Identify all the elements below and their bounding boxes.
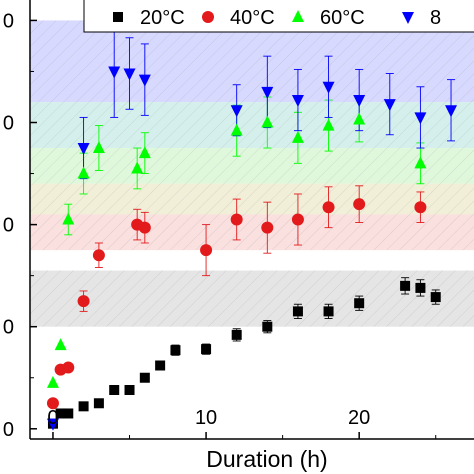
data-point	[63, 408, 74, 419]
band-hatch-5	[30, 270, 474, 327]
band-hatch-1	[30, 102, 474, 149]
data-point	[138, 221, 151, 234]
data-point	[124, 384, 135, 395]
data-point	[353, 198, 366, 211]
data-point	[46, 375, 59, 388]
band-hatch-2	[30, 148, 474, 184]
data-point	[415, 282, 426, 293]
data-point	[109, 384, 120, 395]
data-point	[291, 95, 304, 108]
data-point	[261, 221, 274, 234]
data-point	[262, 321, 273, 332]
data-point	[292, 306, 303, 317]
y-tick-label: 0	[3, 10, 14, 32]
band-hatch-0	[30, 20, 474, 103]
data-point	[261, 86, 274, 99]
data-point	[261, 115, 274, 128]
legend-marker-1	[202, 11, 214, 23]
data-point	[92, 249, 105, 262]
data-point	[353, 95, 366, 108]
data-point	[138, 74, 151, 87]
data-point	[78, 401, 89, 412]
data-point	[414, 201, 427, 214]
data-point	[123, 68, 136, 81]
data-point	[231, 329, 242, 340]
data-point	[322, 118, 335, 131]
x-tick-label: 0	[47, 407, 58, 429]
legend-label-3: 8	[430, 7, 441, 29]
data-point	[323, 306, 334, 317]
band-hatch-4	[30, 214, 474, 251]
data-point	[77, 166, 90, 179]
data-point	[201, 344, 212, 355]
data-point	[131, 161, 144, 174]
y-tick-label: 0	[3, 113, 14, 135]
data-point	[383, 99, 396, 112]
data-point	[139, 372, 150, 383]
y-ticks: 0 0 0 0 0	[3, 10, 37, 441]
x-tick-label: 20	[348, 407, 370, 429]
data-point	[93, 398, 104, 409]
data-point	[354, 298, 365, 309]
shaded-bands	[30, 20, 474, 327]
y-tick-label: 0	[3, 215, 14, 237]
y-tick-label: 0	[3, 419, 14, 441]
y-tick-label: 0	[3, 317, 14, 339]
data-point	[77, 295, 90, 308]
legend-label-1: 40°C	[230, 7, 275, 29]
data-markers	[46, 66, 458, 431]
legend-label-0: 20°C	[140, 7, 185, 29]
data-point	[353, 112, 366, 125]
data-point	[430, 292, 441, 303]
data-point	[170, 345, 181, 356]
data-point	[400, 280, 411, 291]
data-point	[445, 105, 458, 118]
data-point	[138, 146, 151, 159]
data-point	[291, 130, 304, 143]
band-hatch-3	[30, 183, 474, 215]
x-ticks: 0 10 20	[47, 407, 437, 439]
legend-marker-3	[402, 12, 414, 24]
data-point	[92, 141, 105, 154]
legend: 20°C 40°C 60°C 8	[83, 0, 474, 33]
legend-marker-2	[292, 10, 304, 22]
data-point	[62, 361, 75, 374]
x-axis-title: Duration (h)	[206, 446, 327, 472]
data-point	[322, 81, 335, 94]
data-point	[54, 338, 67, 351]
data-point	[200, 244, 213, 257]
legend-marker-0	[113, 12, 123, 22]
data-point	[230, 105, 243, 118]
axes	[29, 0, 474, 440]
data-point	[414, 156, 427, 169]
data-point	[230, 213, 243, 226]
data-point	[414, 112, 427, 125]
data-point	[62, 212, 75, 225]
data-point	[55, 408, 66, 419]
data-point	[77, 143, 90, 156]
data-point	[155, 360, 166, 371]
data-point	[46, 418, 59, 431]
data-point	[46, 397, 59, 410]
data-point	[108, 66, 121, 79]
data-point	[291, 213, 304, 226]
legend-label-2: 60°C	[320, 7, 365, 29]
data-point	[230, 123, 243, 136]
x-tick-label: 10	[195, 407, 217, 429]
data-point	[322, 201, 335, 214]
